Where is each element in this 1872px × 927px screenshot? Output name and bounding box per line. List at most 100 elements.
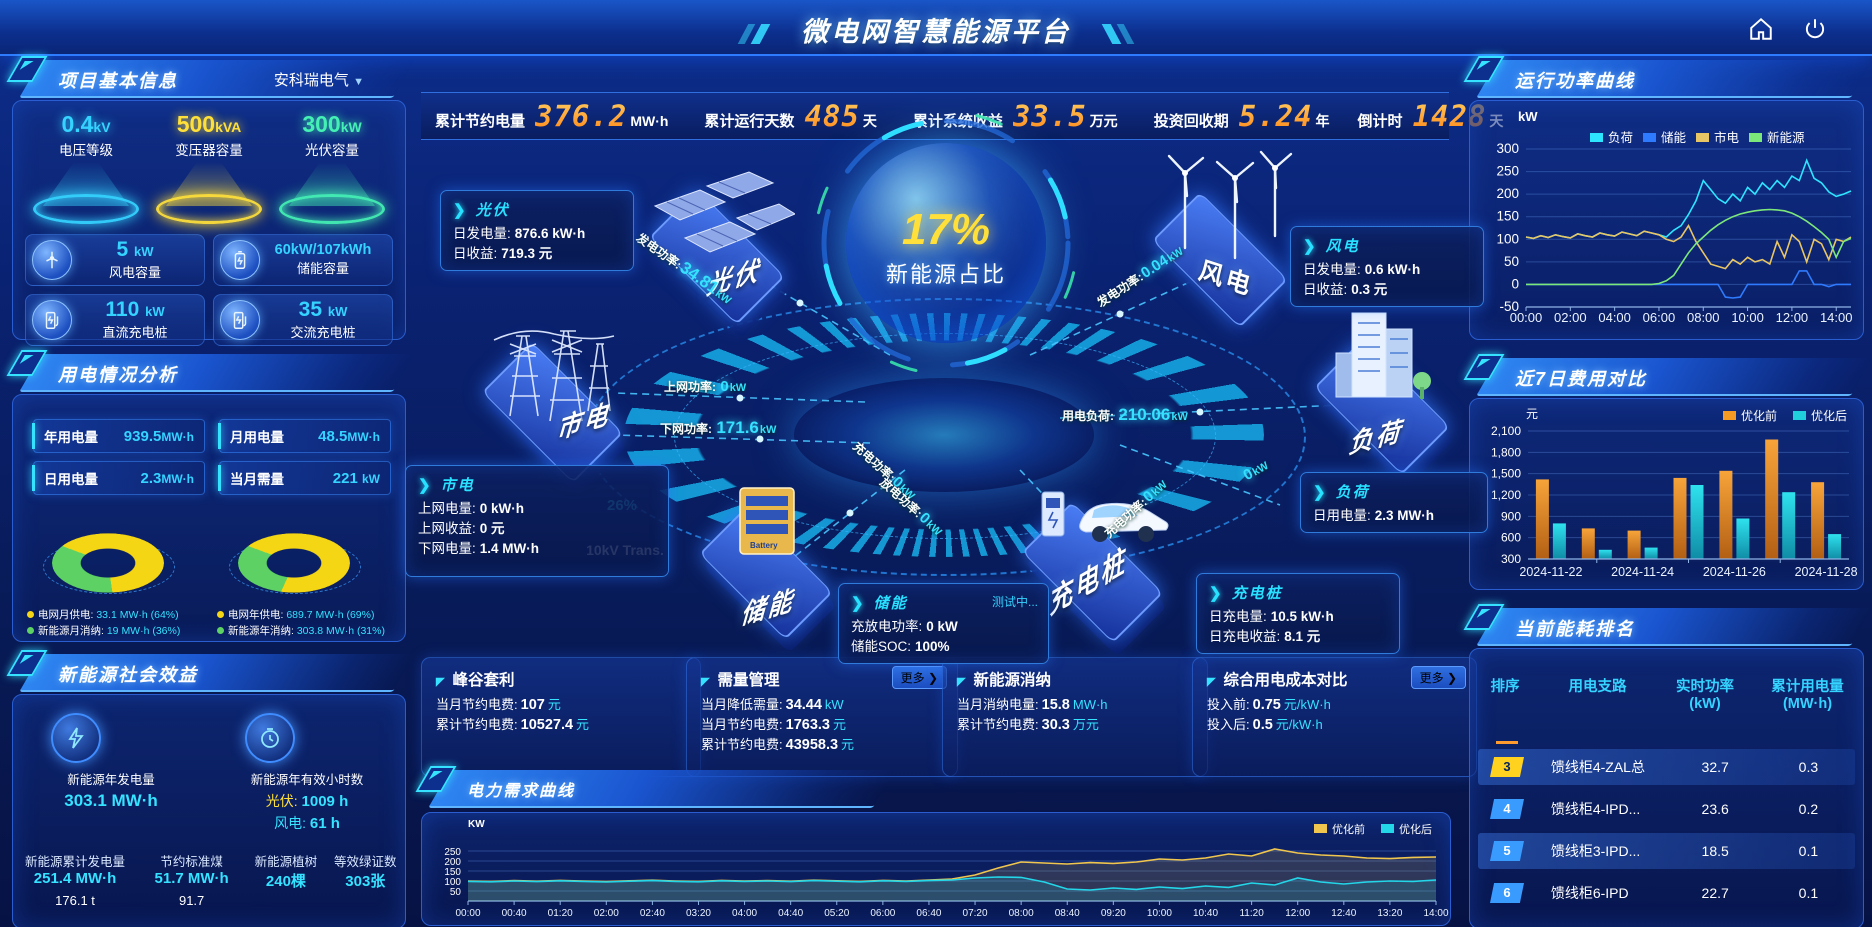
cost-chart: 300 600 900 1,200 1,500 1,800 2,100 2024-11-22 2…: [1491, 424, 1858, 579]
home-button[interactable]: [1748, 16, 1774, 42]
stat-storage-capacity: 60kW/107kWh 储能容量: [213, 234, 393, 286]
panel-demand-body: KW 优化前 优化后 50 100 150 200 250 00:00 00:40 01:20 0…: [421, 812, 1451, 926]
svg-text:04:00: 04:00: [732, 908, 757, 919]
solar-panels-icon[interactable]: [645, 168, 795, 278]
wind-turbines-icon[interactable]: [1145, 118, 1305, 268]
table-row[interactable]: 4 馈线柜4-IPD... 23.6 0.2: [1478, 791, 1855, 827]
svg-text:04:00: 04:00: [1598, 310, 1631, 325]
svg-text:0: 0: [1511, 276, 1519, 291]
glow-ring: [33, 194, 139, 224]
table-row[interactable]: 3 馈线柜4-ZAL总 32.7 0.3: [1478, 749, 1855, 785]
legend-item[interactable]: 优化前: [1314, 821, 1365, 837]
power-button[interactable]: [1802, 16, 1828, 42]
panel-title: 运行功率曲线: [1515, 71, 1635, 91]
svg-text:600: 600: [1501, 531, 1521, 545]
stat-pv-capacity: 300kW 光伏容量: [273, 111, 391, 224]
table-row[interactable]: 6 馈线柜6-IPD 22.7 0.1: [1478, 875, 1855, 911]
svg-text:02:00: 02:00: [594, 908, 619, 919]
center-gauge-arcs: [813, 110, 1079, 376]
status-badge: 测试中...: [991, 595, 1038, 609]
new-energy-percent: 17%: [901, 205, 991, 254]
benefit-gen-value: 303.1 MW·h: [64, 791, 158, 810]
legend-item[interactable]: 市电: [1696, 127, 1739, 146]
flow-load-power: 用电负荷: 210.06kW: [1062, 405, 1188, 424]
panel-title: 新能源社会效益: [58, 665, 198, 685]
glow-ring: [156, 194, 262, 224]
svg-text:04:40: 04:40: [778, 908, 803, 919]
legend-item[interactable]: 负荷: [1590, 127, 1633, 146]
spotlight-row: 0.4kV 电压等级 500kVA 变压器容量 300kW 光伏容量: [13, 101, 405, 224]
charger-icon: [220, 300, 260, 340]
panel-header-ranking: 当前能耗排名: [1463, 604, 1872, 646]
table-row[interactable]: 5 馈线柜3-IPD... 18.5 0.1: [1478, 833, 1855, 869]
legend-dot-ne: [27, 627, 34, 634]
demand-legend[interactable]: 优化前 优化后: [1314, 821, 1432, 837]
svg-text:06:00: 06:00: [1643, 310, 1676, 325]
svg-text:50: 50: [450, 887, 462, 898]
stat-voltage-level: 0.4kV 电压等级: [27, 111, 145, 224]
svg-text:12:40: 12:40: [1331, 908, 1356, 919]
card-ne-consumption: 新能源消纳 当月消纳电量:15.8MW·h 累计节约电费:30.3万元: [942, 657, 1208, 777]
stat-wind-capacity: 5 kW 风电容量: [25, 234, 205, 286]
flow-down-power: 下网功率: 171.6kW: [660, 418, 777, 437]
svg-text:08:00: 08:00: [1009, 908, 1034, 919]
legend-dot-ne: [217, 627, 224, 634]
svg-text:00:00: 00:00: [455, 908, 480, 919]
svg-text:2024-11-24: 2024-11-24: [1611, 565, 1674, 579]
svg-text:300: 300: [1496, 141, 1519, 156]
battery-cabinet-icon[interactable]: Battery: [722, 478, 812, 573]
stat-dc-charger: 110 kW 直流充电桩: [25, 294, 205, 346]
panel-header-cost7: 近7日费用对比: [1463, 354, 1872, 396]
svg-text:1,500: 1,500: [1491, 467, 1521, 481]
panel-header-power-curve: 运行功率曲线: [1463, 56, 1872, 98]
legend-item[interactable]: 优化后: [1381, 821, 1432, 837]
rank-badge: 3: [1490, 757, 1524, 777]
power-legend[interactable]: 负荷 储能 市电 新能源: [1590, 127, 1805, 146]
svg-text:08:00: 08:00: [1687, 310, 1720, 325]
flow-up-power: 上网功率: 0kW: [664, 378, 747, 395]
legend-item[interactable]: 储能: [1643, 127, 1686, 146]
stat-ac-charger: 35 kW 交流充电桩: [213, 294, 393, 346]
company-dropdown[interactable]: 安科瑞电气 ▼: [273, 72, 364, 89]
panel-header-usage: 用电情况分析: [6, 350, 415, 392]
home-icon: [1750, 17, 1772, 40]
legend-dot-grid: [27, 611, 34, 618]
svg-text:1,800: 1,800: [1491, 445, 1521, 459]
benefit-footer: 新能源累计发电量 251.4 MW·h 176.1 t 节约标准煤 51.7 MW·h…: [25, 855, 397, 908]
benefit-hours-wind: 风电: 61 h: [274, 815, 340, 832]
svg-text:2024-11-28: 2024-11-28: [1795, 565, 1858, 579]
callout-charger: 充电桩 日充电量:10.5 kW·h 日充电收益:8.1 元: [1196, 573, 1400, 654]
legend-item[interactable]: 优化前: [1722, 407, 1777, 424]
svg-text:100: 100: [1496, 231, 1519, 246]
power-icon: [1805, 19, 1825, 39]
svg-text:250: 250: [1496, 164, 1519, 179]
benefit-hours-label: 新能源年有效小时数: [250, 773, 364, 787]
demand-y-axis-label: KW: [468, 819, 485, 830]
scroll-indicator: [1496, 741, 1518, 744]
ranking-table-header: 排序 用电支路 实时功率 (kW) 累计用电量 (MW·h): [1490, 679, 1844, 712]
svg-text:03:20: 03:20: [686, 908, 711, 919]
callout-load: 负荷 日用电量:2.3 MW·h: [1300, 472, 1488, 533]
panel-header-project: 项目基本信息 安科瑞电气 ▼: [6, 56, 415, 98]
svg-text:12:00: 12:00: [1285, 908, 1310, 919]
power-chart: -50 0 50 100 150 200 250 300 00:00 02:00 04:00 06:0…: [1496, 141, 1852, 325]
panel-header-demand: 电力需求曲线: [415, 766, 1449, 808]
stat-day-usage: 日用电量 2.3MW·h: [32, 461, 205, 495]
legend-item[interactable]: 优化后: [1792, 407, 1847, 424]
ev-car-icon[interactable]: [1028, 462, 1178, 562]
svg-text:300: 300: [1501, 552, 1521, 566]
panel-power-curve-body: kW 负荷 储能 市电 新能源 -50 0 50 100 150 200 250 300 00:00 0…: [1469, 100, 1864, 340]
cost-legend[interactable]: 优化前 优化后: [1722, 407, 1847, 424]
legend-item[interactable]: 新能源: [1749, 127, 1805, 146]
building-icon[interactable]: [1322, 295, 1447, 420]
battery-icon: [220, 240, 260, 280]
more-button[interactable]: 更多 ❯: [1410, 666, 1466, 689]
svg-text:10:00: 10:00: [1147, 908, 1172, 919]
svg-text:10:40: 10:40: [1193, 908, 1218, 919]
benefit-hours-pv: 光伏: 1009 h: [265, 793, 349, 810]
svg-text:00:00: 00:00: [1510, 310, 1543, 325]
kpi-saved-energy: 累计节约电量 376.2 MW·h: [435, 98, 669, 133]
transmission-tower-icon[interactable]: [480, 296, 620, 426]
svg-text:01:20: 01:20: [548, 908, 573, 919]
rank-badge: 5: [1490, 841, 1524, 861]
